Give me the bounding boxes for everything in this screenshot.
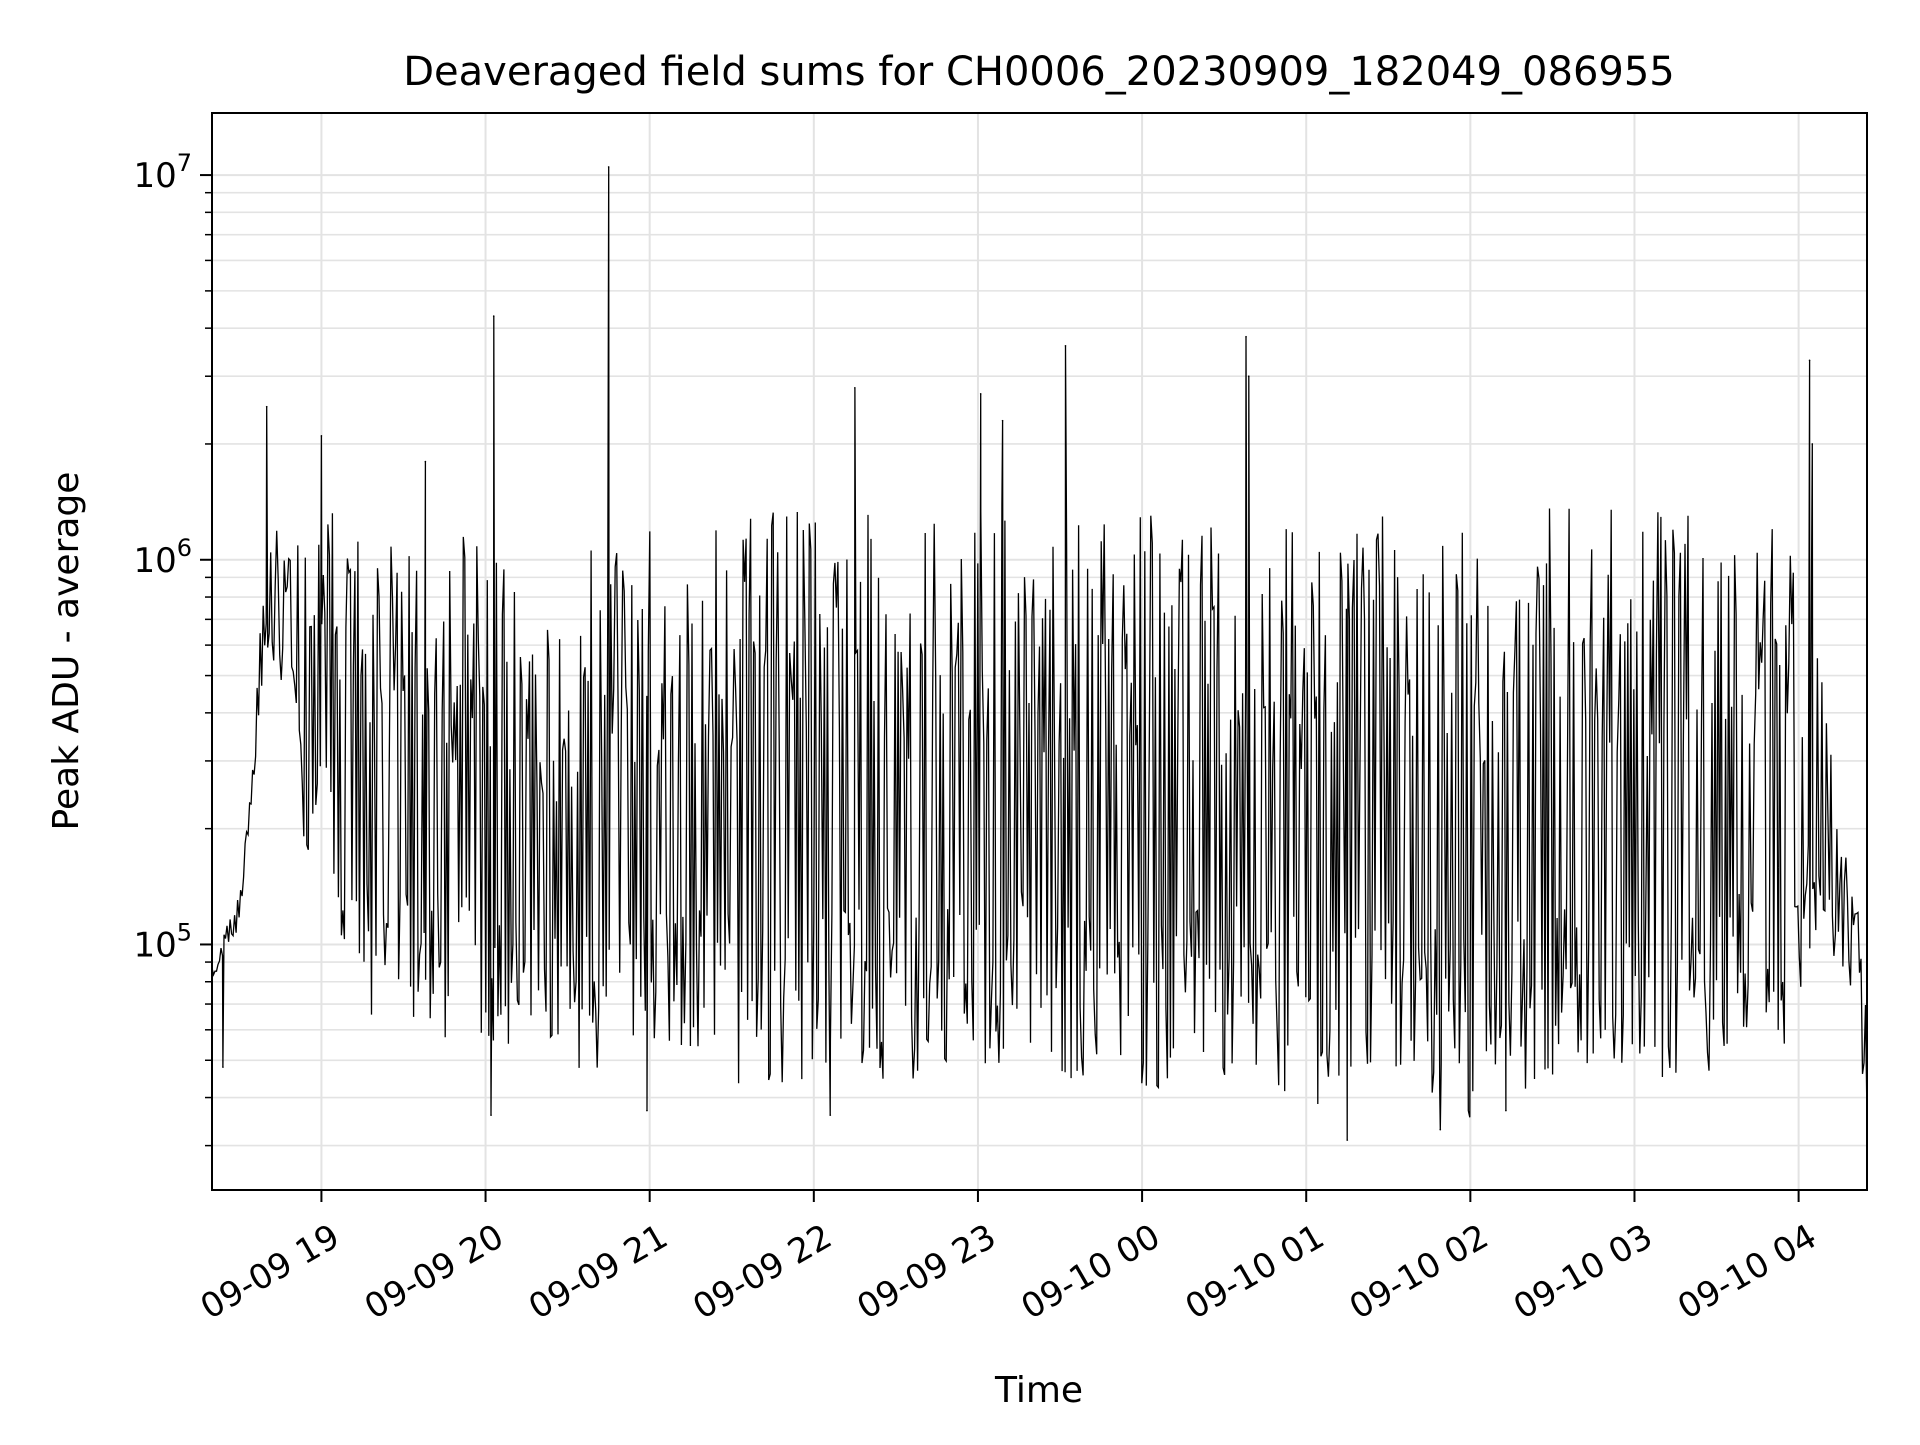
y-axis-label: Peak ADU - average bbox=[46, 472, 87, 831]
spike-point bbox=[265, 405, 268, 408]
y-tick-label: 105 bbox=[133, 918, 192, 965]
spike-point bbox=[1808, 359, 1811, 362]
spike-point bbox=[320, 435, 323, 437]
dip-point bbox=[1505, 1109, 1507, 1112]
spike-point bbox=[979, 393, 982, 395]
dip-point bbox=[1346, 1139, 1349, 1141]
series-line bbox=[211, 166, 1868, 1141]
spike-point bbox=[424, 460, 427, 463]
spike-point bbox=[492, 315, 495, 317]
dip-point bbox=[222, 1066, 224, 1068]
y-axis-ticks: 105 106 107 bbox=[133, 149, 212, 1147]
spike-point bbox=[1245, 335, 1247, 338]
chart-title: Deaveraged field sums for CH0006_2023090… bbox=[403, 49, 1675, 95]
spike-point bbox=[1001, 419, 1004, 422]
y-tick-label: 106 bbox=[133, 534, 192, 581]
dip-point bbox=[490, 1114, 492, 1116]
spike-point bbox=[854, 386, 856, 389]
spike-point bbox=[607, 166, 610, 168]
spike-point bbox=[1064, 344, 1067, 347]
x-axis-label: Time bbox=[994, 1370, 1083, 1411]
dip-point bbox=[646, 1109, 648, 1112]
spike-point bbox=[1811, 443, 1814, 445]
spike-point bbox=[1247, 375, 1250, 378]
y-tick-label: 107 bbox=[133, 149, 192, 196]
plot-frame bbox=[211, 112, 1868, 1191]
dip-point bbox=[1439, 1128, 1442, 1131]
dip-point bbox=[829, 1114, 832, 1116]
